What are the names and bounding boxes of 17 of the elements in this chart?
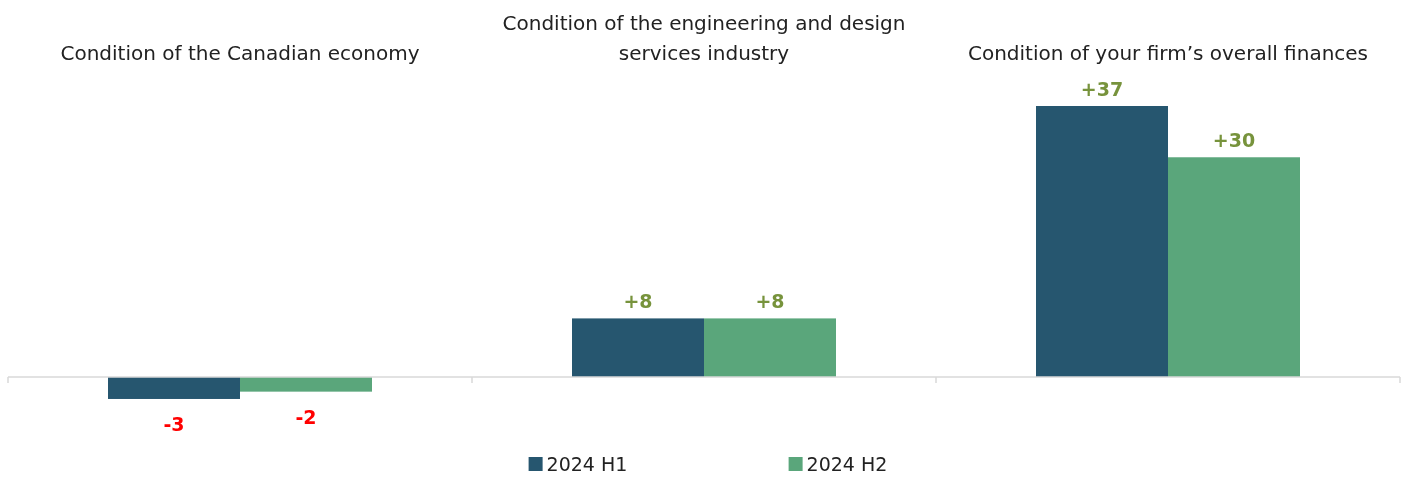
bar bbox=[240, 377, 372, 392]
bar bbox=[704, 318, 836, 377]
data-label: -2 bbox=[295, 405, 317, 428]
data-label: +8 bbox=[623, 290, 653, 313]
data-label: +37 bbox=[1080, 78, 1124, 100]
bar bbox=[1168, 157, 1300, 377]
x-tick-label: Condition of the Canadian economy bbox=[60, 41, 420, 65]
bar bbox=[108, 377, 240, 399]
data-label: +30 bbox=[1212, 129, 1256, 152]
bar bbox=[572, 318, 704, 377]
bar bbox=[1036, 106, 1168, 377]
x-tick-label: Condition of your firm’s overall finances bbox=[967, 41, 1369, 65]
data-label: +8 bbox=[755, 290, 785, 313]
legend-label: 2024 H2 bbox=[806, 453, 888, 475]
x-tick-label: Condition of the engineering and design services industry bbox=[502, 11, 906, 65]
data-label: -3 bbox=[163, 412, 185, 435]
legend-label: 2024 H1 bbox=[546, 453, 628, 475]
